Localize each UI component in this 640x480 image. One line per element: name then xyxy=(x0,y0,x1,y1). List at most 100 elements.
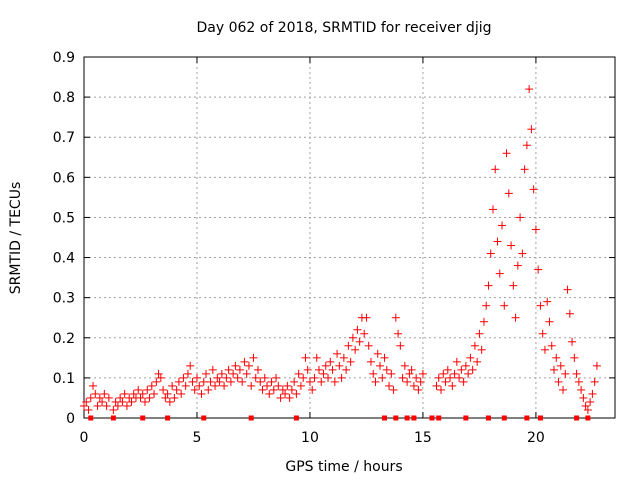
data-point xyxy=(461,361,470,370)
x-tick-label: 0 xyxy=(80,430,89,446)
data-point xyxy=(531,225,540,234)
data-point xyxy=(498,221,507,230)
data-point xyxy=(382,365,391,374)
data-point xyxy=(362,313,371,322)
data-point xyxy=(565,309,574,318)
data-point xyxy=(525,85,534,94)
data-point xyxy=(364,341,373,350)
data-point xyxy=(583,405,592,414)
data-point xyxy=(159,385,168,394)
data-point xyxy=(319,369,328,378)
y-axis-label: SRMTID / TECUs xyxy=(8,182,24,295)
data-point xyxy=(482,301,491,310)
y-tick-label: 0.9 xyxy=(53,50,75,66)
data-point xyxy=(238,377,247,386)
data-point xyxy=(552,353,561,362)
data-point xyxy=(163,389,172,398)
data-point xyxy=(247,381,256,390)
data-point xyxy=(308,385,317,394)
data-point xyxy=(287,385,296,394)
data-point xyxy=(373,349,382,358)
data-point xyxy=(136,393,145,402)
data-point xyxy=(305,377,314,386)
data-point xyxy=(475,329,484,338)
data-point xyxy=(488,205,497,214)
data-point xyxy=(154,369,163,378)
data-point xyxy=(186,361,195,370)
data-point xyxy=(312,353,321,362)
baseline-marker xyxy=(110,415,116,421)
data-point xyxy=(141,397,150,406)
data-point xyxy=(314,365,323,374)
plot-frame xyxy=(83,56,616,419)
data-point xyxy=(592,361,601,370)
data-point xyxy=(355,337,364,346)
data-point xyxy=(572,369,581,378)
data-point xyxy=(120,389,129,398)
data-point xyxy=(511,313,520,322)
x-tick-label: 10 xyxy=(301,430,319,446)
y-tick-label: 0.3 xyxy=(53,291,75,307)
data-point xyxy=(513,261,522,270)
data-point xyxy=(301,353,310,362)
data-point xyxy=(292,389,301,398)
data-point xyxy=(409,381,418,390)
data-point xyxy=(516,213,525,222)
data-point xyxy=(500,301,509,310)
baseline-marker xyxy=(463,415,469,421)
data-point xyxy=(441,377,450,386)
data-point xyxy=(102,401,111,410)
data-point xyxy=(407,365,416,374)
y-tick-label: 0.6 xyxy=(53,170,75,186)
baseline-marker xyxy=(585,415,591,421)
data-point xyxy=(206,377,215,386)
data-point xyxy=(220,381,229,390)
x-tick-label: 15 xyxy=(414,430,432,446)
data-point xyxy=(84,405,93,414)
y-tick-label: 0.7 xyxy=(53,130,75,146)
data-point xyxy=(170,393,179,402)
data-point xyxy=(240,357,249,366)
data-point xyxy=(156,373,165,382)
data-point xyxy=(518,249,527,258)
data-point xyxy=(276,393,285,402)
data-point xyxy=(398,373,407,382)
x-tick-label: 20 xyxy=(527,430,545,446)
baseline-marker xyxy=(574,415,580,421)
y-tick-label: 0.5 xyxy=(53,210,75,226)
data-point xyxy=(260,373,269,382)
data-point xyxy=(380,353,389,362)
data-point xyxy=(321,361,330,370)
data-point xyxy=(211,381,220,390)
baseline-marker xyxy=(404,415,410,421)
data-point xyxy=(188,377,197,386)
baseline-marker xyxy=(411,415,417,421)
data-point xyxy=(554,377,563,386)
data-point xyxy=(581,401,590,410)
data-point xyxy=(197,389,206,398)
data-point xyxy=(231,361,240,370)
data-point xyxy=(222,373,231,382)
data-point xyxy=(446,373,455,382)
data-point xyxy=(134,385,143,394)
data-point xyxy=(371,377,380,386)
data-point xyxy=(568,337,577,346)
data-point xyxy=(285,393,294,402)
data-point xyxy=(570,353,579,362)
data-point xyxy=(540,345,549,354)
data-point xyxy=(283,381,292,390)
data-point xyxy=(303,365,312,374)
data-point xyxy=(418,369,427,378)
data-point xyxy=(536,301,545,310)
data-point xyxy=(486,249,495,258)
data-point xyxy=(348,333,357,342)
data-point xyxy=(470,341,479,350)
data-point xyxy=(217,369,226,378)
baseline-marker xyxy=(501,415,507,421)
data-point xyxy=(439,369,448,378)
baseline-marker xyxy=(393,415,399,421)
data-point xyxy=(473,357,482,366)
data-point xyxy=(412,373,421,382)
data-point xyxy=(414,385,423,394)
data-point xyxy=(337,373,346,382)
